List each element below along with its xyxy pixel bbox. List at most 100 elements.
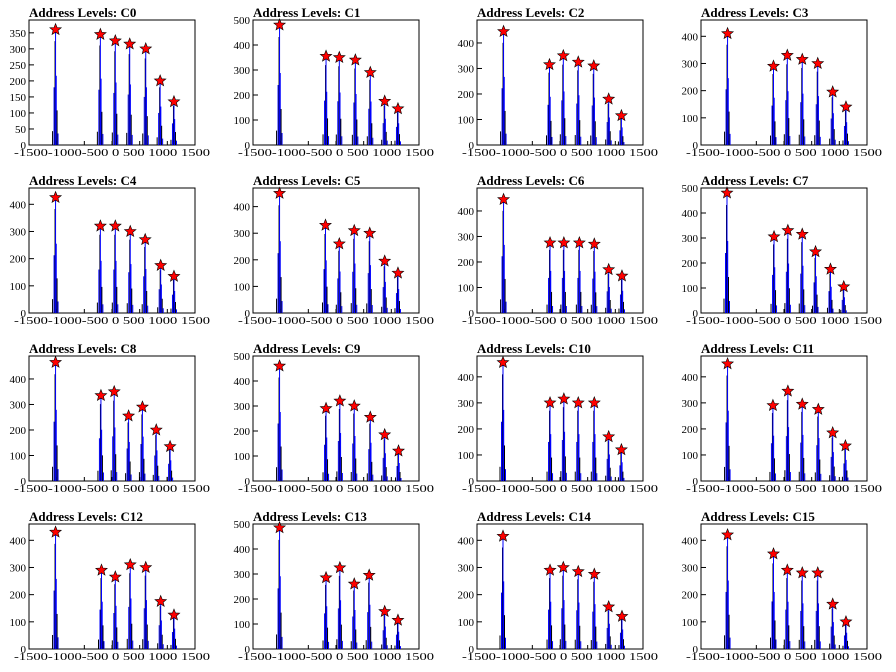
panel-plot: 0 100 200 300 400 -1500-1000-500 0 500 1000 1… [10,523,211,663]
peak-marker [780,563,794,576]
peak-marker [319,570,333,584]
peak-marker [721,26,735,40]
peak-marker [378,254,392,267]
peak-marker [149,423,163,436]
peak-marker [497,192,511,205]
peak-marker [273,359,287,372]
peak-marker [108,219,122,232]
peak-marker [167,94,181,108]
peak-marker [319,401,333,415]
peak-marker [108,570,122,583]
peak-marker [273,520,287,534]
panel-plot: 0 100 200 300 400 -1500-1000-500 0 500 1000 1… [682,523,883,663]
y-tick-label: 150 [10,92,27,104]
y-tick-label: 400 [234,40,251,52]
y-tick-label: 200 [682,424,699,436]
peak-marker [348,53,362,66]
x-tick-labels: -1500-1000-500 0 500 1000 1500 [14,651,211,663]
y-tick-label: 200 [458,590,475,602]
peak-marker [363,410,377,423]
peak-marker [587,396,601,409]
y-tick-label: 0 [469,308,475,320]
panel-title: Address Levels: C8 [29,341,137,356]
histogram-bars [276,25,401,145]
y-tick-label: 200 [458,257,475,269]
y-tick-label: 0 [21,308,27,320]
y-tick-label: 0 [21,476,27,488]
y-tick-label: 0 [469,644,475,656]
histogram-bars [52,532,177,649]
x-tick-labels: -1500-1000-500 0 500 1000 1500 [14,147,211,159]
panel-title: Address Levels: C15 [701,509,815,524]
peak-marker [587,567,601,580]
y-tick-label: 0 [245,644,251,656]
peak-marker [496,529,510,542]
x-tick-labels: -1500-1000-500 0 500 1000 1500 [686,651,883,663]
peak-marker [602,92,616,105]
histogram-bars [276,527,401,649]
panel-plot: 0 100 200 300 400 -1500-1000-500 0 500 1000 1… [458,187,659,327]
panel-title: Address Levels: C11 [701,341,815,356]
peak-marker [94,563,108,576]
x-tick-labels: -1500-1000-500 0 500 1000 1500 [462,315,659,327]
y-tick-label: 100 [458,282,475,294]
peak-marker [571,564,585,578]
histogram-panel: Address Levels: C5 0 100 200 300 400 -1500-100… [224,168,448,336]
y-tick-label: 400 [682,208,699,220]
histogram-bars [500,31,625,145]
panel-plot: 0 100 200 300 400 500 -1500-1000-500 0 500 100… [234,351,435,495]
y-tick-label: 200 [458,424,475,436]
panel-title: Address Levels: C5 [253,173,361,188]
peak-marker [378,604,392,618]
panel-plot: 0 100 200 300 400 -1500-1000-500 0 500 1000 1… [10,187,211,327]
peak-marker [319,49,333,62]
y-tick-label: 100 [10,281,27,293]
histogram-bars [723,193,847,313]
y-tick-label: 200 [234,594,251,606]
y-tick-label: 400 [234,376,251,388]
y-tick-label: 400 [10,374,27,386]
peak-marker [721,356,735,370]
peak-marker [49,190,63,204]
histogram-panel: Address Levels: C13 0 100 200 300 400 500 -1500… [224,504,448,672]
peak-marker [49,525,63,538]
peak-marker [826,597,840,610]
panel-plot: 0 50 100 150 200 250 300 350 -1500-1000-500 0 50… [10,19,211,159]
panel-plot: 0 100 200 300 400 -1500-1000-500 0 500 1000 1… [234,186,435,327]
y-tick-label: 100 [10,617,27,629]
histogram-panel: Address Levels: C2 0 100 200 300 400 -1500-100… [448,0,672,168]
peak-marker [795,227,809,240]
peak-marker [543,563,557,576]
histogram-bars [500,199,625,313]
panel-title: Address Levels: C1 [253,5,361,20]
y-tick-label: 300 [10,399,27,411]
histogram-panel: Address Levels: C14 0 100 200 300 400 -1500-10… [448,504,672,672]
peak-marker [273,18,287,31]
histogram-panel: Address Levels: C8 0 100 200 300 400 -1500-100… [0,336,224,504]
peak-marker [614,108,628,122]
histogram-panel: Address Levels: C4 0 100 200 300 400 -1500-100… [0,168,224,336]
peak-marker [332,237,346,250]
y-tick-label: 300 [458,562,475,574]
peak-marker [154,258,168,271]
peak-marker [139,560,153,573]
y-tick-label: 300 [234,65,251,77]
x-tick-labels: -1500-1000-500 0 500 1000 1500 [686,147,883,159]
x-tick-labels: -1500-1000-500 0 500 1000 1500 [462,651,659,663]
y-tick-label: 300 [10,44,27,56]
peak-marker [602,429,616,443]
histogram-bars [499,536,625,649]
panel-title: Address Levels: C12 [29,509,143,524]
peak-marker [557,236,571,249]
peak-marker [108,34,122,47]
panel-title: Address Levels: C4 [29,173,137,188]
y-tick-label: 100 [234,115,251,127]
peak-marker [781,384,795,397]
y-tick-label: 200 [458,89,475,101]
peak-marker [135,400,149,413]
y-tick-label: 500 [234,351,251,363]
x-tick-labels: -1500-1000-500 0 500 1000 1500 [238,651,435,663]
y-tick-label: 400 [682,372,699,384]
peak-marker [809,244,823,258]
y-tick-label: 200 [682,590,699,602]
